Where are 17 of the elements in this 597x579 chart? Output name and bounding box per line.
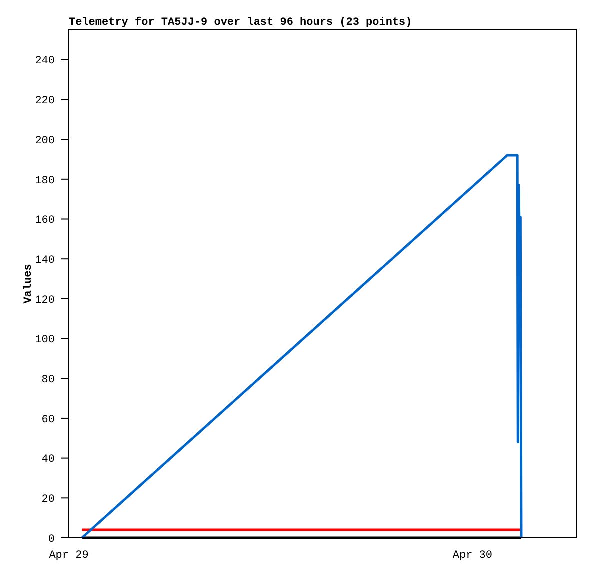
y-tick-label: 220 bbox=[35, 96, 55, 108]
y-tick-label: 20 bbox=[42, 494, 55, 506]
y-tick-label: 160 bbox=[35, 215, 55, 228]
y-tick-label: 200 bbox=[35, 135, 55, 148]
y-tick-label: 120 bbox=[35, 294, 55, 307]
y-tick-label: 100 bbox=[35, 334, 55, 347]
y-tick-label: 180 bbox=[35, 175, 55, 188]
y-tick-label: 80 bbox=[42, 374, 55, 386]
y-tick-label: 140 bbox=[35, 254, 55, 267]
x-tick-label: Apr 29 bbox=[49, 550, 89, 562]
y-tick-label: 0 bbox=[48, 534, 55, 546]
x-tick-label: Apr 30 bbox=[452, 550, 493, 562]
chart-title: Telemetry for TA5JJ-9 over last 96 hours (23 points) bbox=[69, 16, 412, 29]
y-axis-title: Values bbox=[23, 264, 35, 304]
y-tick-label: 60 bbox=[42, 414, 55, 426]
y-tick-label: 240 bbox=[35, 56, 55, 68]
y-tick-label: 40 bbox=[42, 454, 55, 466]
